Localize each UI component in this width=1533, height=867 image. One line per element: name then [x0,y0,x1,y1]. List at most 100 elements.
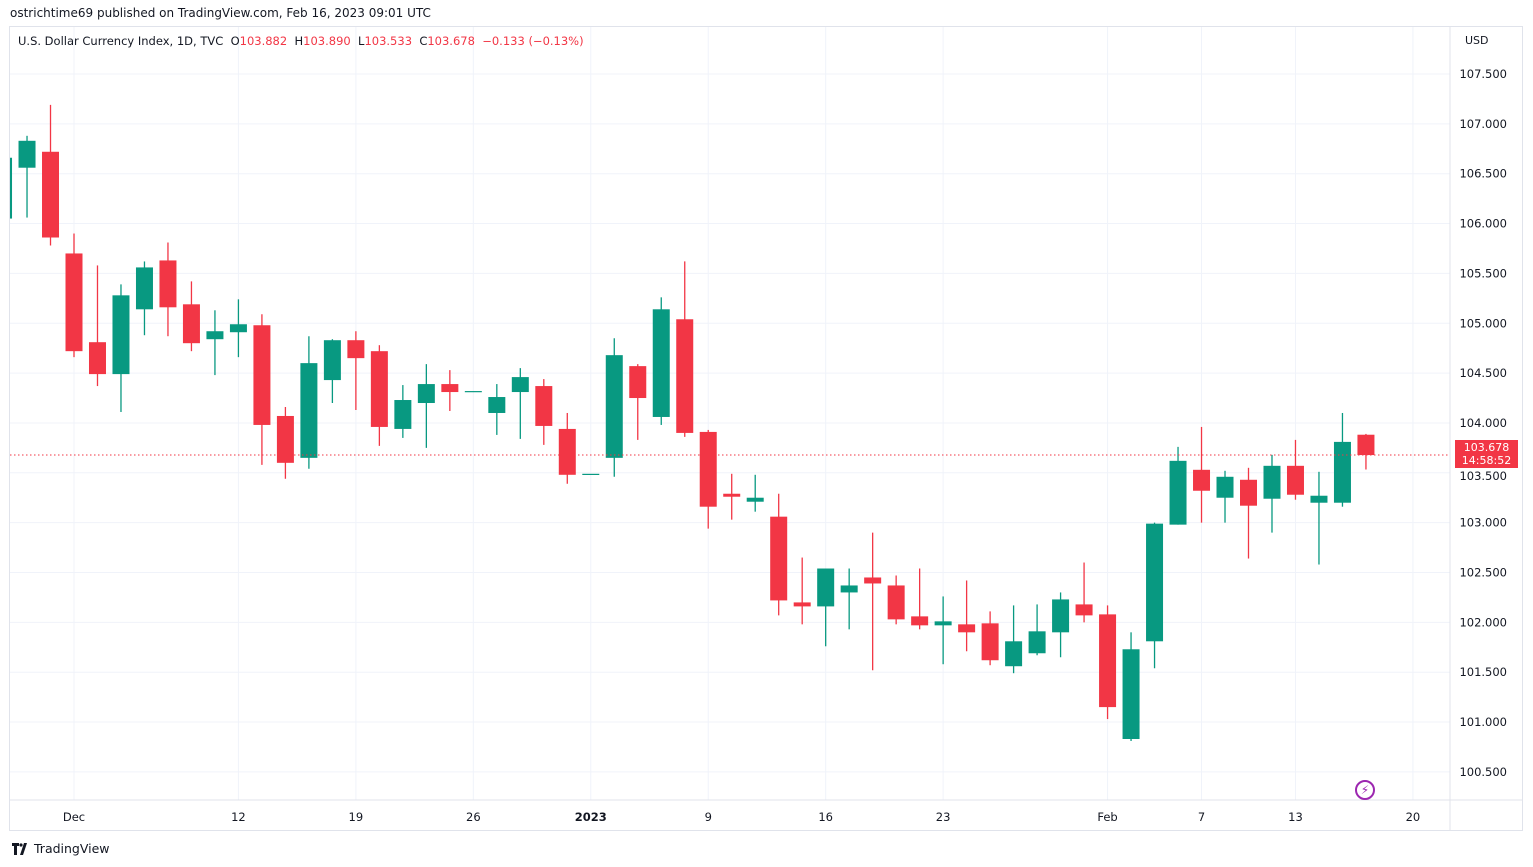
candle-body [1005,641,1023,667]
candle-body [300,363,318,458]
x-tick-label: 26 [466,810,481,824]
candle [840,568,858,630]
y-tick-label: 104.500 [1459,366,1507,380]
candle-body [88,342,106,375]
candle-body [1357,434,1375,456]
candle [887,575,905,625]
candle-body [65,253,83,352]
candle [1310,471,1328,565]
candle [558,412,576,484]
x-tick-label: 9 [705,810,712,824]
chart-frame [9,26,1523,831]
lightning-icon[interactable]: ⚡ [1355,780,1375,800]
candle [1005,605,1023,674]
candle [911,568,929,630]
candle-body [42,151,60,238]
candle [464,391,482,393]
candle-body [276,415,294,463]
x-tick-label: 7 [1198,810,1205,824]
candle-body [1310,495,1328,503]
y-tick-label: 103.500 [1459,469,1507,483]
currency-label: USD [1465,34,1489,47]
candle-body [1193,469,1211,491]
candle-body [511,377,529,393]
last-price-value: 103.678 [1463,441,1510,454]
candle [535,379,553,445]
candle [1146,522,1164,669]
candle [18,135,36,218]
open-label: O [230,34,240,48]
candle-body [605,355,623,458]
candle [652,297,670,425]
candle [699,429,717,529]
candle [417,364,435,448]
candle [1333,412,1351,507]
candle [10,157,13,219]
candle [958,580,976,652]
candle-body [182,304,200,344]
candle-body [1028,631,1046,654]
candle-body [159,260,177,308]
candle [300,336,318,469]
open-value: 103.882 [239,34,288,48]
candle-body [770,516,788,601]
candle-body [347,340,365,359]
candle-body [676,319,694,433]
candle-body [699,431,717,507]
candle [1240,467,1257,559]
x-tick-label: Dec [63,810,85,824]
candle [65,233,83,358]
candle [1193,426,1211,523]
candle-body [253,325,271,425]
candle-body [746,497,764,502]
candle-body [1263,465,1281,499]
candle [1028,604,1046,656]
candle-body [488,397,506,413]
x-tick-label: 16 [818,810,833,824]
candle-body [112,295,130,375]
candle-body [817,568,835,607]
candle [159,242,177,337]
candle [1286,439,1304,500]
candle [1263,454,1281,533]
candle [42,104,60,246]
candle [582,473,600,475]
candle [629,364,647,440]
candle-body [417,384,435,404]
candle-body [323,340,341,381]
candle [605,338,623,477]
candle-body [840,585,858,593]
candle-body [18,140,36,168]
candle [676,261,694,437]
change-value: −0.133 (−0.13%) [482,34,584,48]
high-value: 103.890 [303,34,351,48]
y-tick-label: 102.000 [1459,615,1507,629]
symbol-title: U.S. Dollar Currency Index, 1D, TVC [18,34,224,48]
y-tick-label: 106.500 [1459,167,1507,181]
candle-body [1146,523,1164,642]
ohlc-legend: U.S. Dollar Currency Index, 1D, TVC O103… [18,34,584,48]
candle [770,493,788,616]
x-tick-label: 2023 [575,810,607,824]
candle-body [582,473,600,475]
y-tick-label: 103.000 [1459,516,1507,530]
candle-body [535,386,553,426]
low-value: 103.533 [364,34,413,48]
candle [511,368,529,439]
candle-body [629,366,647,399]
candle-body [206,331,224,340]
tradingview-logo[interactable]: TradingView [12,841,110,856]
candle-body [981,623,999,661]
candle-body [793,602,811,607]
candle [934,596,952,665]
candle-body [10,157,13,219]
candle [1357,433,1375,470]
candle [394,385,412,438]
y-tick-label: 104.000 [1459,416,1507,430]
high-label: H [294,34,304,48]
candle-body [370,351,388,427]
candle-body [1099,614,1117,708]
candle [1169,446,1187,525]
candle-body [864,577,882,584]
